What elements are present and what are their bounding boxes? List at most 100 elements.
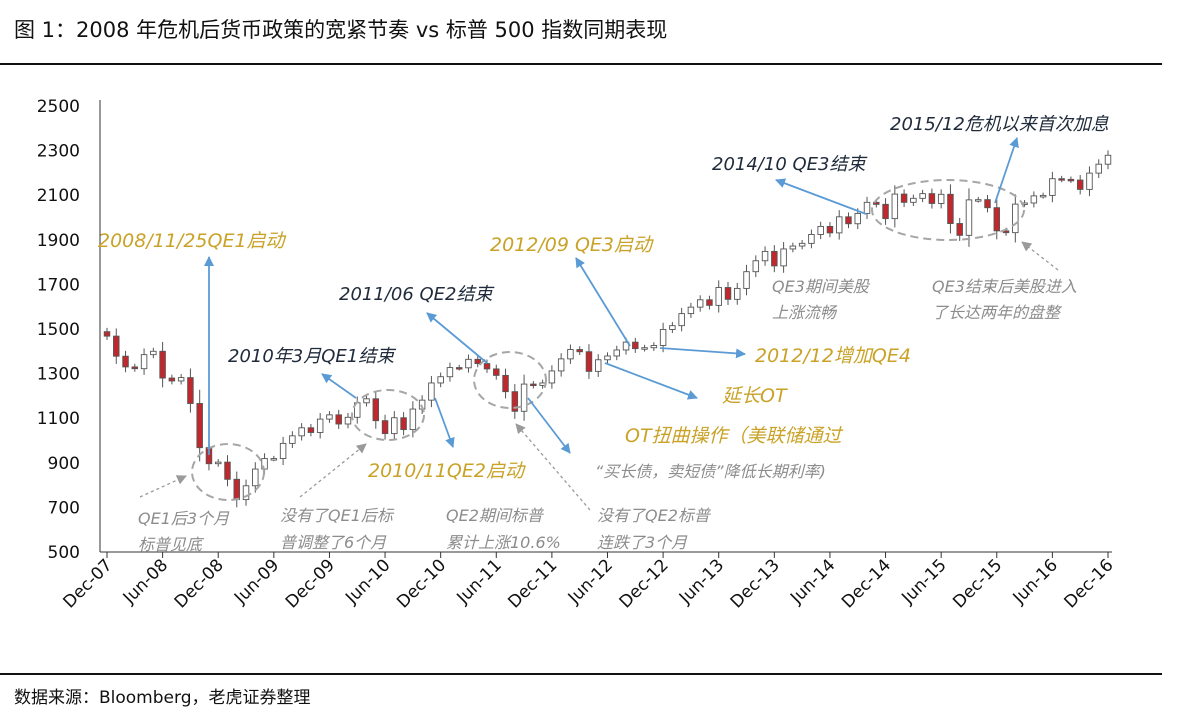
pointer-qe2-down [515,423,591,511]
candle [335,409,342,429]
annotation-qe3-end: 2014/10 QE3结束 [712,154,867,175]
annotation-qe1-start: 2008/11/25QE1启动 [98,230,287,252]
candle [659,322,667,353]
candle [687,302,695,318]
candle [159,341,166,388]
candle [363,395,370,407]
pointer-qe1-adjust [299,443,367,498]
arrow-ot [527,397,571,454]
candle [381,414,389,440]
candle [808,229,815,249]
candle [1104,150,1112,170]
candle [669,322,676,334]
y-tick-label: 900 [48,454,80,474]
note-qe2-down-2: 连跌了3个月 [597,533,688,552]
candle [826,222,834,238]
candle [993,199,1001,240]
note-qe1-bottom-1: QE1后3个月 [138,509,230,528]
arrow-qe3-end [775,178,867,215]
candle [150,347,157,359]
candle [1076,175,1084,195]
candle [835,210,843,240]
x-tick-label: Dec-16 [1060,555,1117,612]
candle [326,411,333,423]
candle [502,368,509,399]
candle [919,189,926,203]
y-tick-label: 2500 [37,97,80,117]
candle [863,196,871,219]
candle [1012,194,1019,243]
candle [493,364,500,380]
note-qe3-consolidate-2: 了长达两年的盘整 [932,303,1063,322]
candle [715,280,722,313]
y-tick-label: 1100 [37,409,80,429]
x-tick-label: Jun-16 [1009,555,1062,608]
x-tick-label: Dec-09 [282,555,339,612]
ellipse-qe3-end [871,179,1025,241]
candle [975,196,982,203]
arrow-qe1-end [321,373,357,399]
arrow-qe2-start [434,397,455,448]
candle [113,328,120,364]
x-tick-label: Dec-11 [504,555,561,612]
candle [752,255,760,278]
x-tick-label: Jun-10 [341,555,394,608]
annotation-qe3-start: 2012/09 QE3启动 [490,234,654,256]
candle [279,436,287,466]
candle [122,350,129,373]
candle [530,381,537,389]
candle [1058,175,1065,183]
candle [400,412,407,436]
annotation-qe1-end: 2010年3月QE1结束 [228,346,396,367]
x-tick-label: Dec-07 [59,555,116,612]
bottom-rule [0,673,1162,675]
note-qe2-down-1: 没有了QE2标普 [597,506,712,525]
candle [984,194,991,213]
candle [177,374,185,385]
arrow-qe2-end [426,312,488,364]
candle [520,374,528,421]
annotation-ot-1: OT扭曲操作（美联储通过 [625,425,844,447]
candle [900,189,908,208]
candle [214,459,222,467]
candle [270,455,278,462]
arrow-rate-hike [994,137,1019,204]
candle [956,217,963,241]
annotation-qe2-end: 2011/06 QE2结束 [339,284,494,305]
candle [437,372,444,388]
candle [734,283,741,305]
note-qe3-consolidate-1: QE3结束后美股进入 [932,277,1077,296]
x-tick-label: Dec-15 [949,555,1006,612]
candle [131,363,139,372]
candle [613,345,620,361]
ellipse-qe2-end [473,351,547,409]
candle [557,353,565,377]
note-qe1-adjust-2: 普调整了6个月 [280,533,387,552]
candle [576,346,583,355]
source-note: 数据来源：Bloomberg，老虎证券整理 [14,688,311,708]
candle [696,295,704,312]
candle [511,384,519,419]
candle [455,364,463,371]
candle [242,479,250,506]
candle [761,246,769,266]
candle [604,352,611,364]
y-tick-label: 700 [48,498,80,518]
candle [585,344,593,379]
arrow-ot-extend [604,362,698,400]
y-tick-label: 2100 [37,186,80,206]
candle [252,462,259,493]
ellipse-qe1-end [351,389,425,441]
candle [1095,159,1102,179]
candle [307,423,315,437]
x-tick-label: Jun-15 [897,555,950,608]
x-tick-label: Dec-13 [727,555,784,612]
candles-group [103,150,1112,508]
arrow-qe4 [659,347,746,359]
arrow-qe3-start [575,257,631,347]
candle [632,337,639,353]
annotation-rate-hike: 2015/12危机以来首次加息 [890,114,1109,135]
candle [891,185,899,228]
candle [1039,192,1047,199]
